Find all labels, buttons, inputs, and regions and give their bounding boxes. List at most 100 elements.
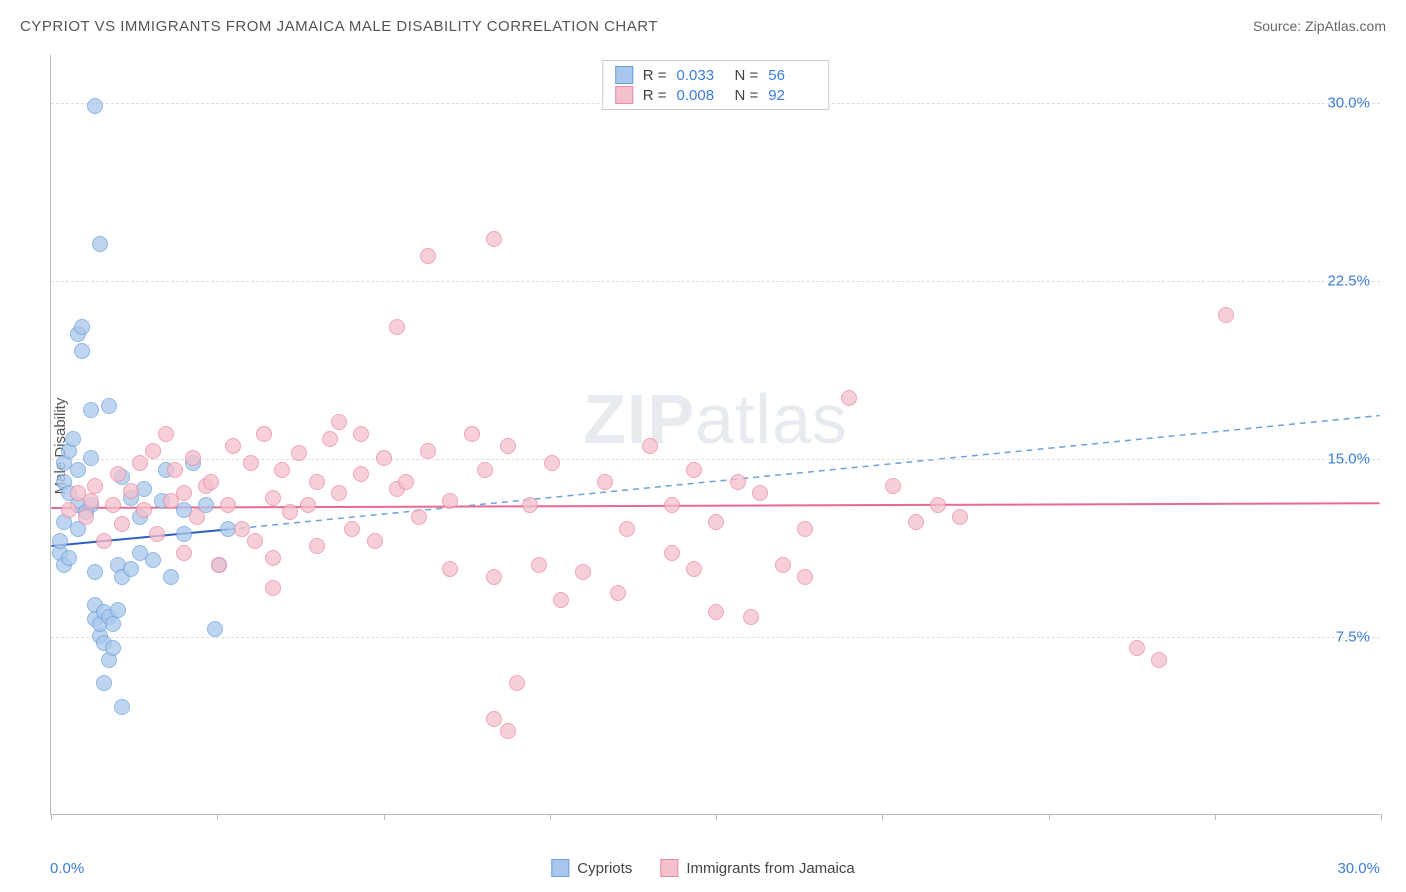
- scatter-point: [61, 550, 77, 566]
- scatter-point: [145, 443, 161, 459]
- scatter-point: [145, 552, 161, 568]
- stat-r-value: 0.033: [677, 67, 725, 84]
- y-tick-label: 15.0%: [1327, 450, 1370, 467]
- plot-area: ZIPatlas R = 0.033N = 56R = 0.008N = 92 …: [50, 55, 1380, 815]
- scatter-point: [185, 450, 201, 466]
- scatter-point: [61, 502, 77, 518]
- scatter-point: [553, 592, 569, 608]
- scatter-point: [486, 569, 502, 585]
- scatter-point: [123, 561, 139, 577]
- scatter-point: [619, 521, 635, 537]
- scatter-point: [158, 426, 174, 442]
- scatter-point: [52, 533, 68, 549]
- scatter-point: [110, 466, 126, 482]
- source-label: Source:: [1253, 18, 1305, 34]
- scatter-point: [265, 550, 281, 566]
- scatter-point: [686, 462, 702, 478]
- scatter-point: [730, 474, 746, 490]
- scatter-point: [87, 478, 103, 494]
- scatter-point: [92, 236, 108, 252]
- scatter-point: [486, 711, 502, 727]
- y-tick-label: 22.5%: [1327, 272, 1370, 289]
- x-axis-max-label: 30.0%: [1337, 860, 1380, 877]
- x-tick: [217, 814, 218, 820]
- scatter-point: [105, 640, 121, 656]
- scatter-point: [243, 455, 259, 471]
- legend-series: CypriotsImmigrants from Jamaica: [551, 859, 854, 877]
- scatter-point: [1129, 640, 1145, 656]
- scatter-point: [442, 561, 458, 577]
- scatter-point: [376, 450, 392, 466]
- scatter-point: [1151, 652, 1167, 668]
- scatter-point: [353, 466, 369, 482]
- stat-r-value: 0.008: [677, 87, 725, 104]
- scatter-point: [114, 516, 130, 532]
- scatter-point: [708, 604, 724, 620]
- scatter-point: [87, 564, 103, 580]
- scatter-point: [136, 502, 152, 518]
- scatter-point: [176, 485, 192, 501]
- scatter-point: [952, 509, 968, 525]
- x-tick: [550, 814, 551, 820]
- scatter-point: [309, 538, 325, 554]
- scatter-point: [105, 497, 121, 513]
- scatter-point: [500, 723, 516, 739]
- stat-r-label: R =: [643, 67, 667, 84]
- chart-title: CYPRIOT VS IMMIGRANTS FROM JAMAICA MALE …: [20, 18, 658, 35]
- scatter-point: [163, 569, 179, 585]
- scatter-point: [420, 443, 436, 459]
- scatter-point: [477, 462, 493, 478]
- scatter-point: [83, 450, 99, 466]
- scatter-point: [597, 474, 613, 490]
- scatter-point: [291, 445, 307, 461]
- scatter-point: [256, 426, 272, 442]
- legend-swatch: [615, 66, 633, 84]
- scatter-point: [930, 497, 946, 513]
- scatter-point: [65, 431, 81, 447]
- legend-stats-row: R = 0.008N = 92: [615, 85, 817, 105]
- scatter-point: [531, 557, 547, 573]
- scatter-point: [265, 580, 281, 596]
- scatter-point: [176, 545, 192, 561]
- stat-n-value: 92: [768, 87, 816, 104]
- scatter-point: [105, 616, 121, 632]
- scatter-point: [110, 602, 126, 618]
- scatter-point: [664, 497, 680, 513]
- scatter-point: [411, 509, 427, 525]
- x-tick: [1381, 814, 1382, 820]
- scatter-point: [114, 699, 130, 715]
- stat-n-label: N =: [735, 67, 759, 84]
- y-tick-label: 30.0%: [1327, 94, 1370, 111]
- scatter-point: [74, 343, 90, 359]
- scatter-point: [331, 485, 347, 501]
- legend-swatch: [615, 86, 633, 104]
- legend-series-label: Cypriots: [577, 860, 632, 877]
- x-tick: [716, 814, 717, 820]
- scatter-point: [708, 514, 724, 530]
- gridline: [51, 637, 1380, 638]
- scatter-point: [752, 485, 768, 501]
- scatter-point: [309, 474, 325, 490]
- scatter-point: [96, 675, 112, 691]
- x-tick: [384, 814, 385, 820]
- scatter-point: [841, 390, 857, 406]
- x-axis-min-label: 0.0%: [50, 860, 84, 877]
- stat-n-value: 56: [768, 67, 816, 84]
- gridline: [51, 281, 1380, 282]
- scatter-point: [331, 414, 347, 430]
- scatter-point: [282, 504, 298, 520]
- scatter-point: [123, 483, 139, 499]
- scatter-point: [389, 319, 405, 335]
- scatter-point: [464, 426, 480, 442]
- scatter-point: [544, 455, 560, 471]
- scatter-point: [885, 478, 901, 494]
- scatter-point: [500, 438, 516, 454]
- scatter-point: [265, 490, 281, 506]
- source-attribution: Source: ZipAtlas.com: [1253, 18, 1386, 34]
- scatter-point: [225, 438, 241, 454]
- scatter-point: [203, 474, 219, 490]
- scatter-point: [87, 98, 103, 114]
- trend-line: [51, 503, 1379, 508]
- scatter-point: [642, 438, 658, 454]
- stat-n-label: N =: [735, 87, 759, 104]
